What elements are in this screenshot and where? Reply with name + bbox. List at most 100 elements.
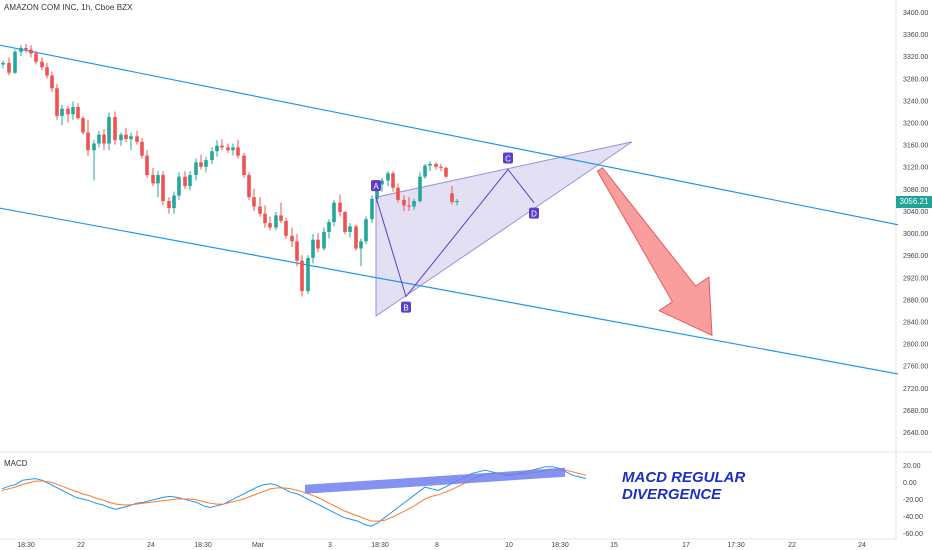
candle-body	[231, 147, 235, 151]
pattern-point-marker	[529, 207, 539, 219]
price-tick-label: 3120.00	[903, 165, 928, 172]
candle-body	[92, 143, 96, 151]
channel-line	[0, 44, 899, 226]
candle	[412, 198, 416, 210]
candle	[306, 255, 310, 294]
candle	[418, 172, 422, 203]
candle-body	[60, 108, 64, 116]
candle	[81, 115, 85, 135]
candle	[183, 171, 187, 189]
projection-arrow	[596, 167, 713, 337]
annotation-line-1: MACD REGULAR	[622, 469, 746, 486]
candle-body	[66, 108, 70, 115]
price-tick-label: 3240.00	[903, 98, 928, 105]
candle-body	[55, 88, 59, 116]
candle	[145, 150, 149, 178]
candle-body	[172, 195, 176, 209]
candle-body	[97, 134, 101, 144]
candle	[364, 216, 368, 245]
last-price-badge: 3056.21	[896, 196, 932, 208]
candle	[311, 234, 315, 264]
candle-body	[40, 61, 44, 68]
time-tick-label: 22	[788, 542, 796, 549]
candle-body	[375, 184, 379, 199]
candle-body	[258, 206, 262, 214]
macd-tick-label: 0.00	[903, 480, 917, 487]
candle	[86, 119, 90, 156]
candle-body	[45, 67, 49, 76]
candle	[455, 198, 459, 206]
candle-body	[322, 231, 326, 249]
pattern-zigzag	[375, 168, 535, 298]
candle-body	[412, 201, 416, 207]
candle	[135, 130, 139, 145]
candle	[188, 171, 192, 190]
candle	[407, 197, 411, 211]
macd-tick-label: -20.00	[903, 497, 923, 504]
candle	[66, 105, 70, 123]
candle-body	[364, 219, 368, 242]
candle-body	[311, 239, 315, 258]
candle	[402, 195, 406, 211]
candle-body	[252, 197, 256, 207]
candle	[380, 177, 384, 192]
candle-body	[423, 165, 427, 177]
candle	[252, 188, 256, 211]
candle-body	[76, 107, 80, 119]
pattern-triangle	[375, 141, 633, 317]
time-tick-label: 18:30	[371, 542, 389, 549]
candle	[370, 195, 374, 224]
time-tick-label: 18:30	[551, 542, 569, 549]
candle-body	[402, 199, 406, 206]
candle-body	[24, 47, 28, 50]
candle	[300, 255, 304, 297]
candle-body	[151, 175, 155, 184]
price-tick-label: 3360.00	[903, 32, 928, 39]
pattern-point-label: B	[403, 304, 408, 313]
candle-body	[439, 166, 443, 168]
time-tick-label: Mar	[252, 542, 265, 549]
candle-body	[50, 75, 54, 89]
candle	[439, 163, 443, 172]
candle	[386, 171, 390, 187]
price-tick-label: 3000.00	[903, 231, 928, 238]
price-tick-label: 3160.00	[903, 143, 928, 150]
candle-body	[167, 201, 171, 209]
candle-body	[247, 175, 251, 198]
candle-body	[86, 132, 90, 151]
candle-body	[268, 223, 272, 228]
candle	[156, 171, 160, 198]
macd-line	[1, 466, 587, 527]
candle	[129, 132, 133, 151]
candle	[40, 57, 44, 71]
candle	[231, 143, 235, 156]
candle-body	[295, 241, 299, 261]
candle	[34, 50, 38, 65]
candle	[354, 224, 358, 251]
candle-body	[145, 155, 149, 176]
candle	[327, 219, 331, 239]
candle-body	[370, 198, 374, 220]
candle	[396, 183, 400, 203]
candle-body	[135, 136, 139, 142]
time-tick-label: 24	[147, 542, 155, 549]
candle-body	[19, 47, 23, 52]
candle	[343, 210, 347, 235]
time-tick-label: 18:30	[17, 542, 35, 549]
candle	[290, 227, 294, 247]
candle	[359, 238, 363, 267]
candle-body	[29, 49, 33, 54]
candle	[450, 186, 454, 205]
candle-body	[354, 226, 358, 249]
time-tick-label: 8	[435, 542, 439, 549]
candle-body	[156, 175, 160, 184]
candle-body	[204, 160, 208, 167]
candle	[76, 103, 80, 120]
candle-body	[71, 107, 75, 115]
candle	[284, 217, 288, 239]
candle-body	[161, 175, 165, 201]
candle-body	[7, 62, 11, 73]
pattern-point-marker	[503, 152, 513, 164]
time-tick-label: 17	[682, 542, 690, 549]
